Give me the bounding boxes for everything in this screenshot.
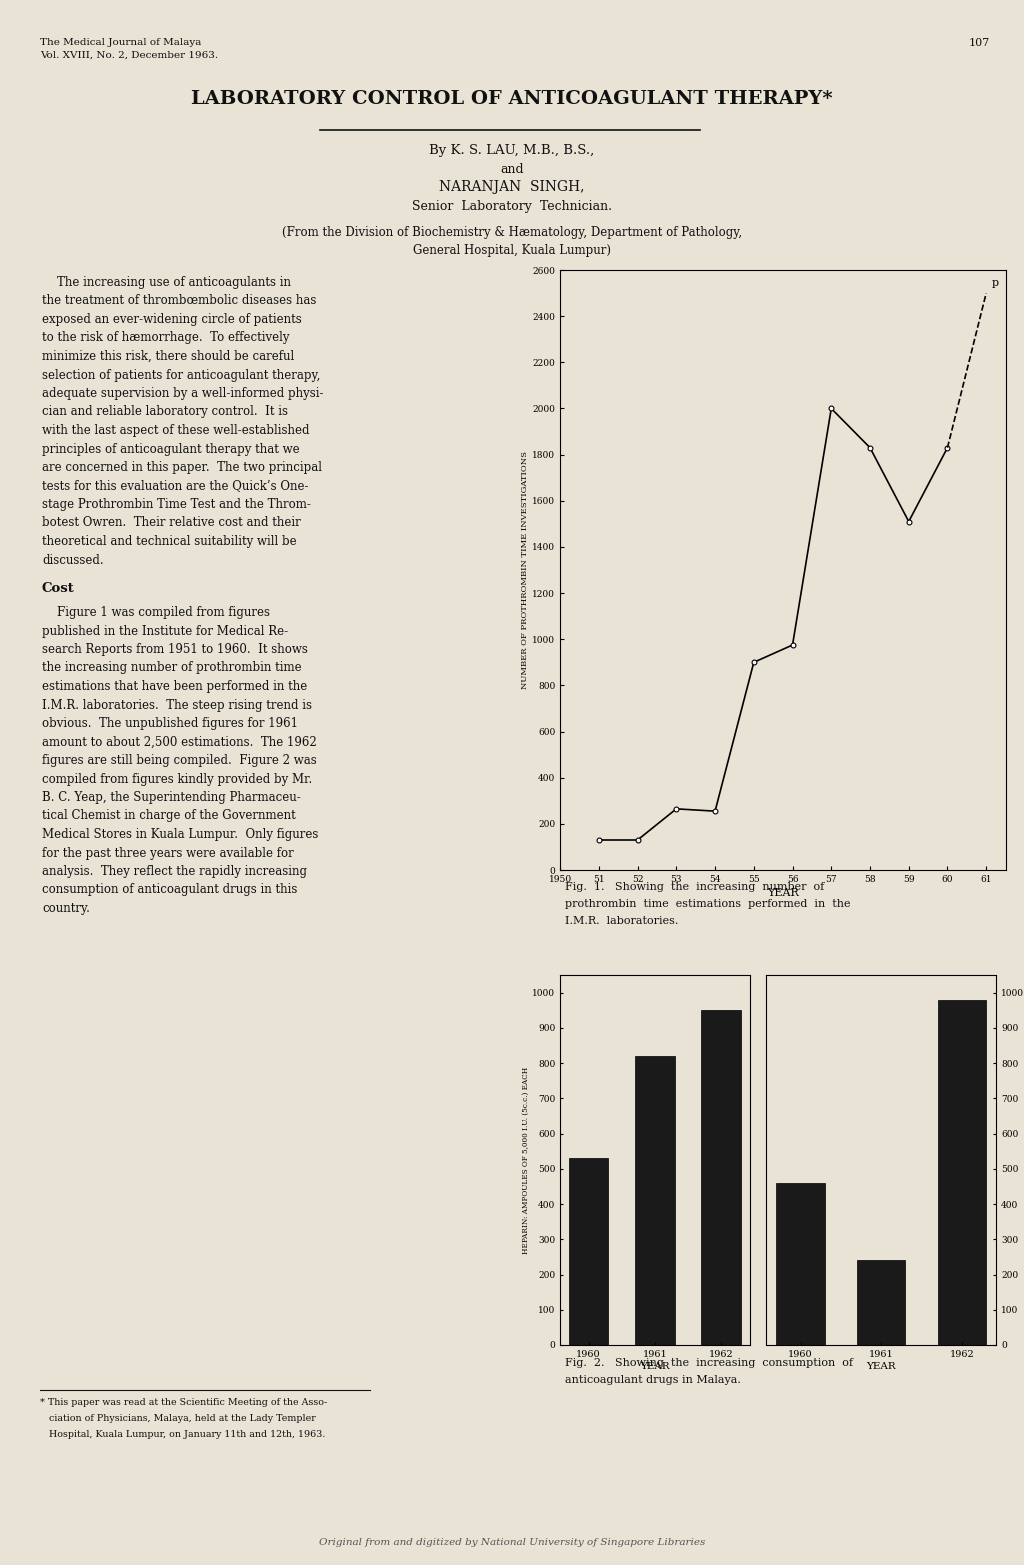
Text: Cost: Cost: [42, 582, 75, 595]
Text: the increasing number of prothrombin time: the increasing number of prothrombin tim…: [42, 662, 302, 675]
Text: adequate supervision by a well-informed physi-: adequate supervision by a well-informed …: [42, 387, 324, 401]
X-axis label: YEAR: YEAR: [767, 887, 799, 898]
Text: 107: 107: [969, 38, 990, 49]
X-axis label: YEAR: YEAR: [640, 1362, 670, 1371]
Text: figures are still being compiled.  Figure 2 was: figures are still being compiled. Figure…: [42, 754, 316, 767]
Text: are concerned in this paper.  The two principal: are concerned in this paper. The two pri…: [42, 462, 322, 474]
Text: anticoagulant drugs in Malaya.: anticoagulant drugs in Malaya.: [565, 1376, 741, 1385]
Text: for the past three years were available for: for the past three years were available …: [42, 847, 294, 859]
X-axis label: YEAR: YEAR: [866, 1362, 896, 1371]
Text: stage Prothrombin Time Test and the Throm-: stage Prothrombin Time Test and the Thro…: [42, 498, 311, 512]
Bar: [635, 1056, 675, 1344]
Text: cian and reliable laboratory control.  It is: cian and reliable laboratory control. It…: [42, 405, 288, 418]
Text: exposed an ever-widening circle of patients: exposed an ever-widening circle of patie…: [42, 313, 302, 326]
Text: Fig.  1.   Showing  the  increasing  number  of: Fig. 1. Showing the increasing number of: [565, 883, 824, 892]
Text: LABORATORY CONTROL OF ANTICOAGULANT THERAPY*: LABORATORY CONTROL OF ANTICOAGULANT THER…: [191, 91, 833, 108]
Text: I.M.R. laboratories.  The steep rising trend is: I.M.R. laboratories. The steep rising tr…: [42, 698, 312, 712]
Text: selection of patients for anticoagulant therapy,: selection of patients for anticoagulant …: [42, 368, 321, 382]
Text: botest Owren.  Their relative cost and their: botest Owren. Their relative cost and th…: [42, 516, 301, 529]
Text: I.M.R.  laboratories.: I.M.R. laboratories.: [565, 916, 678, 926]
Text: * This paper was read at the Scientific Meeting of the Asso-: * This paper was read at the Scientific …: [40, 1398, 328, 1407]
Text: Original from and digitized by National University of Singapore Libraries: Original from and digitized by National …: [318, 1538, 706, 1546]
Text: published in the Institute for Medical Re-: published in the Institute for Medical R…: [42, 624, 288, 637]
Text: prothrombin  time  estimations  performed  in  the: prothrombin time estimations performed i…: [565, 898, 851, 909]
Text: consumption of anticoagulant drugs in this: consumption of anticoagulant drugs in th…: [42, 884, 297, 897]
Y-axis label: NUMBER OF PROTHROMBIN TIME INVESTIGATIONS: NUMBER OF PROTHROMBIN TIME INVESTIGATION…: [521, 451, 529, 689]
Text: (From the Division of Biochemistry & Hæmatology, Department of Pathology,: (From the Division of Biochemistry & Hæm…: [282, 225, 742, 239]
Text: tests for this evaluation are the Quick’s One-: tests for this evaluation are the Quick’…: [42, 479, 308, 493]
Bar: [568, 1158, 608, 1344]
Text: Fig.  2.   Showing  the  increasing  consumption  of: Fig. 2. Showing the increasing consumpti…: [565, 1358, 853, 1368]
Text: tical Chemist in charge of the Government: tical Chemist in charge of the Governmen…: [42, 809, 296, 823]
Text: The increasing use of anticoagulants in: The increasing use of anticoagulants in: [42, 275, 291, 290]
Text: minimize this risk, there should be careful: minimize this risk, there should be care…: [42, 351, 294, 363]
Text: the treatment of thrombœmbolic diseases has: the treatment of thrombœmbolic diseases …: [42, 294, 316, 307]
Bar: [701, 1011, 741, 1344]
Text: NARANJAN  SINGH,: NARANJAN SINGH,: [439, 180, 585, 194]
Text: with the last aspect of these well-established: with the last aspect of these well-estab…: [42, 424, 309, 437]
Text: search Reports from 1951 to 1960.  It shows: search Reports from 1951 to 1960. It sho…: [42, 643, 308, 656]
Bar: [938, 1000, 986, 1344]
Text: obvious.  The unpublished figures for 1961: obvious. The unpublished figures for 196…: [42, 717, 298, 729]
Text: Medical Stores in Kuala Lumpur.  Only figures: Medical Stores in Kuala Lumpur. Only fig…: [42, 828, 318, 840]
Text: Hospital, Kuala Lumpur, on January 11th and 12th, 1963.: Hospital, Kuala Lumpur, on January 11th …: [40, 1430, 326, 1438]
Text: The Medical Journal of Malaya
Vol. XVIII, No. 2, December 1963.: The Medical Journal of Malaya Vol. XVIII…: [40, 38, 218, 59]
Text: Figure 1 was compiled from figures: Figure 1 was compiled from figures: [42, 606, 270, 620]
Text: Senior  Laboratory  Technician.: Senior Laboratory Technician.: [412, 200, 612, 213]
Y-axis label: HEPARIN: AMPOULES OF 5,000 I.U. (5c.c.) EACH: HEPARIN: AMPOULES OF 5,000 I.U. (5c.c.) …: [521, 1066, 529, 1254]
Text: General Hospital, Kuala Lumpur): General Hospital, Kuala Lumpur): [413, 244, 611, 257]
Text: By K. S. LAU, M.B., B.S.,: By K. S. LAU, M.B., B.S.,: [429, 144, 595, 156]
Text: and: and: [500, 163, 524, 175]
Text: country.: country.: [42, 901, 90, 916]
Text: estimations that have been performed in the: estimations that have been performed in …: [42, 681, 307, 693]
Text: principles of anticoagulant therapy that we: principles of anticoagulant therapy that…: [42, 443, 300, 455]
Text: to the risk of hæmorrhage.  To effectively: to the risk of hæmorrhage. To effectivel…: [42, 332, 290, 344]
Text: theoretical and technical suitability will be: theoretical and technical suitability wi…: [42, 535, 297, 548]
Bar: [857, 1260, 905, 1344]
Text: amount to about 2,500 estimations.  The 1962: amount to about 2,500 estimations. The 1…: [42, 736, 316, 748]
Text: B. C. Yeap, the Superintending Pharmaceu-: B. C. Yeap, the Superintending Pharmaceu…: [42, 790, 301, 804]
Text: analysis.  They reflect the rapidly increasing: analysis. They reflect the rapidly incre…: [42, 865, 307, 878]
Text: compiled from figures kindly provided by Mr.: compiled from figures kindly provided by…: [42, 773, 312, 786]
Text: discussed.: discussed.: [42, 554, 103, 567]
Text: p: p: [992, 279, 999, 288]
Text: ciation of Physicians, Malaya, held at the Lady Templer: ciation of Physicians, Malaya, held at t…: [40, 1415, 315, 1423]
Bar: [776, 1183, 824, 1344]
